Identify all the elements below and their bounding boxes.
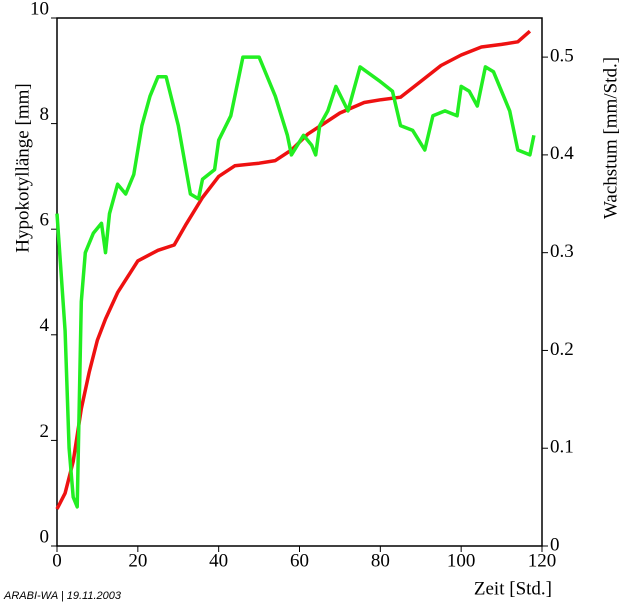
y2-tick-label: 0.2 bbox=[550, 339, 574, 360]
x-tick-label: 40 bbox=[209, 550, 228, 571]
y-tick-label: 8 bbox=[40, 104, 50, 125]
y-tick-label: 10 bbox=[30, 0, 49, 19]
plot-frame bbox=[56, 17, 543, 547]
y-axis-label: Hypokotyllänge [mm] bbox=[12, 83, 33, 252]
y-tick-label: 6 bbox=[40, 210, 50, 231]
y2-tick-label: 0.4 bbox=[550, 143, 574, 164]
y2-axis-label: Wachstum [mm/Std.] bbox=[600, 57, 621, 219]
y-tick-label: 0 bbox=[40, 526, 50, 547]
annotation: ARABI-WA | 19.11.2003 bbox=[3, 590, 122, 602]
x-axis-label: Zeit [Std.] bbox=[474, 578, 552, 599]
x-tick-label: 120 bbox=[528, 550, 557, 571]
y2-tick-label: 0.1 bbox=[550, 437, 574, 458]
y2-tick-label: 0 bbox=[550, 534, 560, 555]
series-line bbox=[55, 29, 532, 510]
y-tick-label: 4 bbox=[40, 315, 50, 336]
x-tick-label: 20 bbox=[128, 550, 147, 571]
series-line bbox=[55, 55, 536, 509]
x-tick-label: 100 bbox=[447, 550, 476, 571]
x-tick-label: 80 bbox=[371, 550, 390, 571]
y2-tick-label: 0.5 bbox=[550, 45, 574, 66]
y-tick-label: 2 bbox=[40, 421, 50, 442]
x-tick-label: 60 bbox=[290, 550, 309, 571]
y2-tick-label: 0.3 bbox=[550, 241, 574, 262]
x-tick-label: 0 bbox=[52, 550, 62, 571]
